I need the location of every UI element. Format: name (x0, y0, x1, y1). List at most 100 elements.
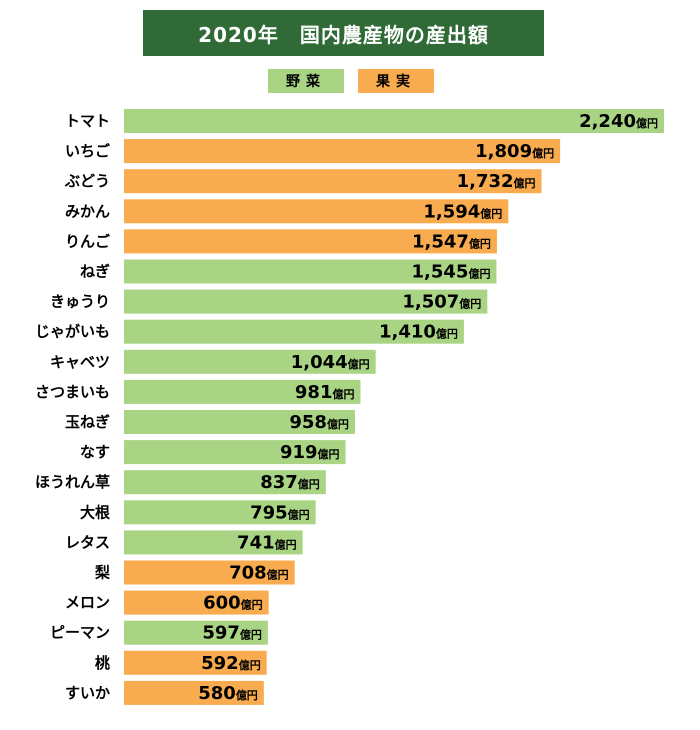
bar-row: ピーマン 597億円 (50, 620, 268, 645)
value-unit: 億円 (348, 357, 370, 371)
legend-item-fruits: 果実 (358, 69, 434, 93)
category-label: トマト (65, 112, 110, 130)
category-label: さつまいも (35, 383, 110, 401)
category-label: いちご (65, 142, 111, 160)
bar (124, 289, 488, 314)
bar-row: 梨 708億円 (94, 560, 295, 585)
bar (124, 530, 303, 555)
value-number: 795 (250, 502, 288, 523)
value-unit: 億円 (288, 507, 310, 521)
bar-row: きゅうり 1,507億円 (50, 289, 488, 314)
value-label: 837億円 (260, 472, 320, 493)
value-label: 1,044億円 (291, 352, 370, 373)
value-unit: 億円 (236, 688, 258, 702)
chart-title: 2020年 国内農産物の産出額 (143, 10, 544, 56)
bar (124, 560, 295, 585)
bar-row: 桃 592億円 (95, 650, 267, 675)
bar (124, 680, 264, 705)
bar (124, 379, 361, 404)
value-label: 1,507億円 (402, 292, 481, 313)
value-unit: 億円 (275, 537, 297, 551)
category-label: じゃがいも (35, 323, 110, 341)
value-unit: 億円 (240, 628, 262, 642)
value-number: 1,545 (412, 262, 469, 283)
value-label: 2,240億円 (579, 111, 658, 132)
value-label: 741億円 (237, 532, 297, 553)
value-number: 1,410 (379, 322, 436, 343)
bar-row: さつまいも 981億円 (35, 379, 361, 404)
bar (124, 410, 355, 434)
category-label: すいか (65, 684, 110, 702)
value-unit: 億円 (241, 598, 263, 612)
category-label: ぶどう (64, 172, 110, 190)
category-label: ねぎ (80, 263, 110, 281)
value-number: 1,594 (423, 201, 480, 222)
value-unit: 億円 (469, 236, 491, 250)
bar-row: りんご 1,547億円 (65, 229, 497, 254)
bar (124, 650, 267, 675)
value-label: 597億円 (202, 623, 262, 644)
value-number: 958 (289, 412, 327, 433)
value-unit: 億円 (332, 387, 354, 401)
category-label: りんご (65, 232, 111, 250)
value-unit: 億円 (514, 176, 536, 190)
bar-row: すいか 580億円 (65, 680, 264, 705)
bar-row: みかん 1,594億円 (65, 199, 509, 224)
value-number: 1,507 (402, 292, 459, 313)
category-label: きゅうり (50, 293, 110, 311)
value-unit: 億円 (480, 206, 502, 220)
value-number: 592 (201, 653, 239, 674)
value-number: 919 (280, 442, 318, 463)
category-label: レタス (65, 533, 110, 551)
value-number: 2,240 (579, 111, 636, 132)
category-label: ほうれん草 (35, 473, 110, 491)
value-unit: 億円 (267, 568, 289, 582)
value-label: 600億円 (203, 593, 263, 614)
bar-row: ねぎ 1,545億円 (80, 259, 497, 284)
bar (124, 229, 497, 254)
value-label: 580億円 (198, 683, 258, 704)
value-number: 1,044 (291, 352, 348, 373)
value-label: 1,809億円 (475, 141, 554, 162)
value-number: 741 (237, 532, 275, 553)
value-label: 919億円 (280, 442, 340, 463)
value-unit: 億円 (318, 447, 340, 461)
value-number: 1,732 (457, 171, 514, 192)
bar-row: なす 919億円 (80, 440, 346, 465)
value-label: 1,594億円 (423, 201, 502, 222)
value-label: 1,545億円 (412, 262, 491, 283)
category-label: 桃 (95, 654, 110, 672)
value-number: 981 (295, 382, 333, 403)
bar-row: トマト 2,240億円 (65, 109, 664, 133)
bar (124, 500, 316, 525)
bar-row: ぶどう 1,732億円 (64, 169, 542, 194)
bar-row: キャベツ 1,044億円 (50, 349, 376, 374)
category-label: 梨 (94, 564, 110, 582)
value-unit: 億円 (468, 267, 490, 281)
bar (124, 139, 561, 164)
value-number: 580 (198, 683, 236, 704)
bar (124, 109, 664, 133)
value-unit: 億円 (532, 146, 554, 160)
value-label: 708億円 (229, 563, 289, 584)
value-unit: 億円 (327, 417, 349, 431)
bar (124, 169, 542, 194)
value-unit: 億円 (636, 116, 658, 130)
value-label: 958億円 (289, 412, 349, 433)
value-label: 795億円 (250, 502, 310, 523)
bar (124, 440, 346, 465)
bar (124, 199, 509, 224)
bar-row: 大根 795億円 (80, 500, 316, 525)
value-unit: 億円 (436, 327, 458, 341)
bar-row: いちご 1,809億円 (65, 139, 561, 164)
legend-item-vegetables: 野菜 (268, 69, 344, 93)
value-number: 837 (260, 472, 298, 493)
category-label: メロン (65, 594, 110, 612)
value-number: 600 (203, 593, 241, 614)
value-unit: 億円 (298, 477, 320, 491)
value-number: 708 (229, 563, 267, 584)
bar (124, 620, 268, 645)
bar (124, 590, 269, 615)
value-label: 981億円 (295, 382, 355, 403)
